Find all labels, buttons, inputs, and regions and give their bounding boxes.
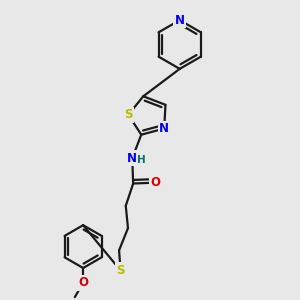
Text: O: O: [78, 276, 88, 290]
Text: N: N: [175, 14, 185, 27]
Text: S: S: [124, 108, 133, 121]
Text: S: S: [116, 264, 125, 277]
Text: H: H: [137, 155, 146, 165]
Text: N: N: [127, 152, 137, 165]
Text: N: N: [159, 122, 169, 135]
Text: O: O: [151, 176, 160, 189]
